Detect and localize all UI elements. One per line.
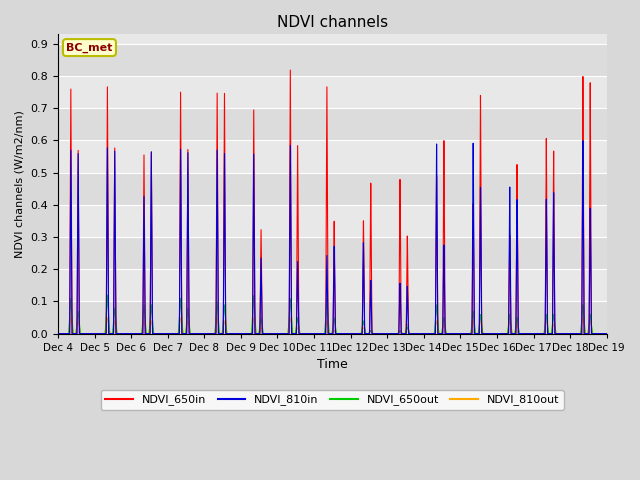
Bar bbox=[58, 205, 607, 237]
Bar bbox=[58, 76, 607, 108]
Bar bbox=[58, 269, 607, 301]
Bar bbox=[58, 172, 607, 205]
Text: BC_met: BC_met bbox=[67, 42, 113, 53]
Bar bbox=[58, 108, 607, 140]
Legend: NDVI_650in, NDVI_810in, NDVI_650out, NDVI_810out: NDVI_650in, NDVI_810in, NDVI_650out, NDV… bbox=[101, 390, 564, 410]
Bar bbox=[58, 140, 607, 172]
Y-axis label: NDVI channels (W/m2/nm): NDVI channels (W/m2/nm) bbox=[15, 110, 25, 258]
Bar bbox=[58, 301, 607, 334]
Title: NDVI channels: NDVI channels bbox=[276, 15, 388, 30]
Bar bbox=[58, 237, 607, 269]
Bar bbox=[58, 44, 607, 76]
X-axis label: Time: Time bbox=[317, 358, 348, 371]
